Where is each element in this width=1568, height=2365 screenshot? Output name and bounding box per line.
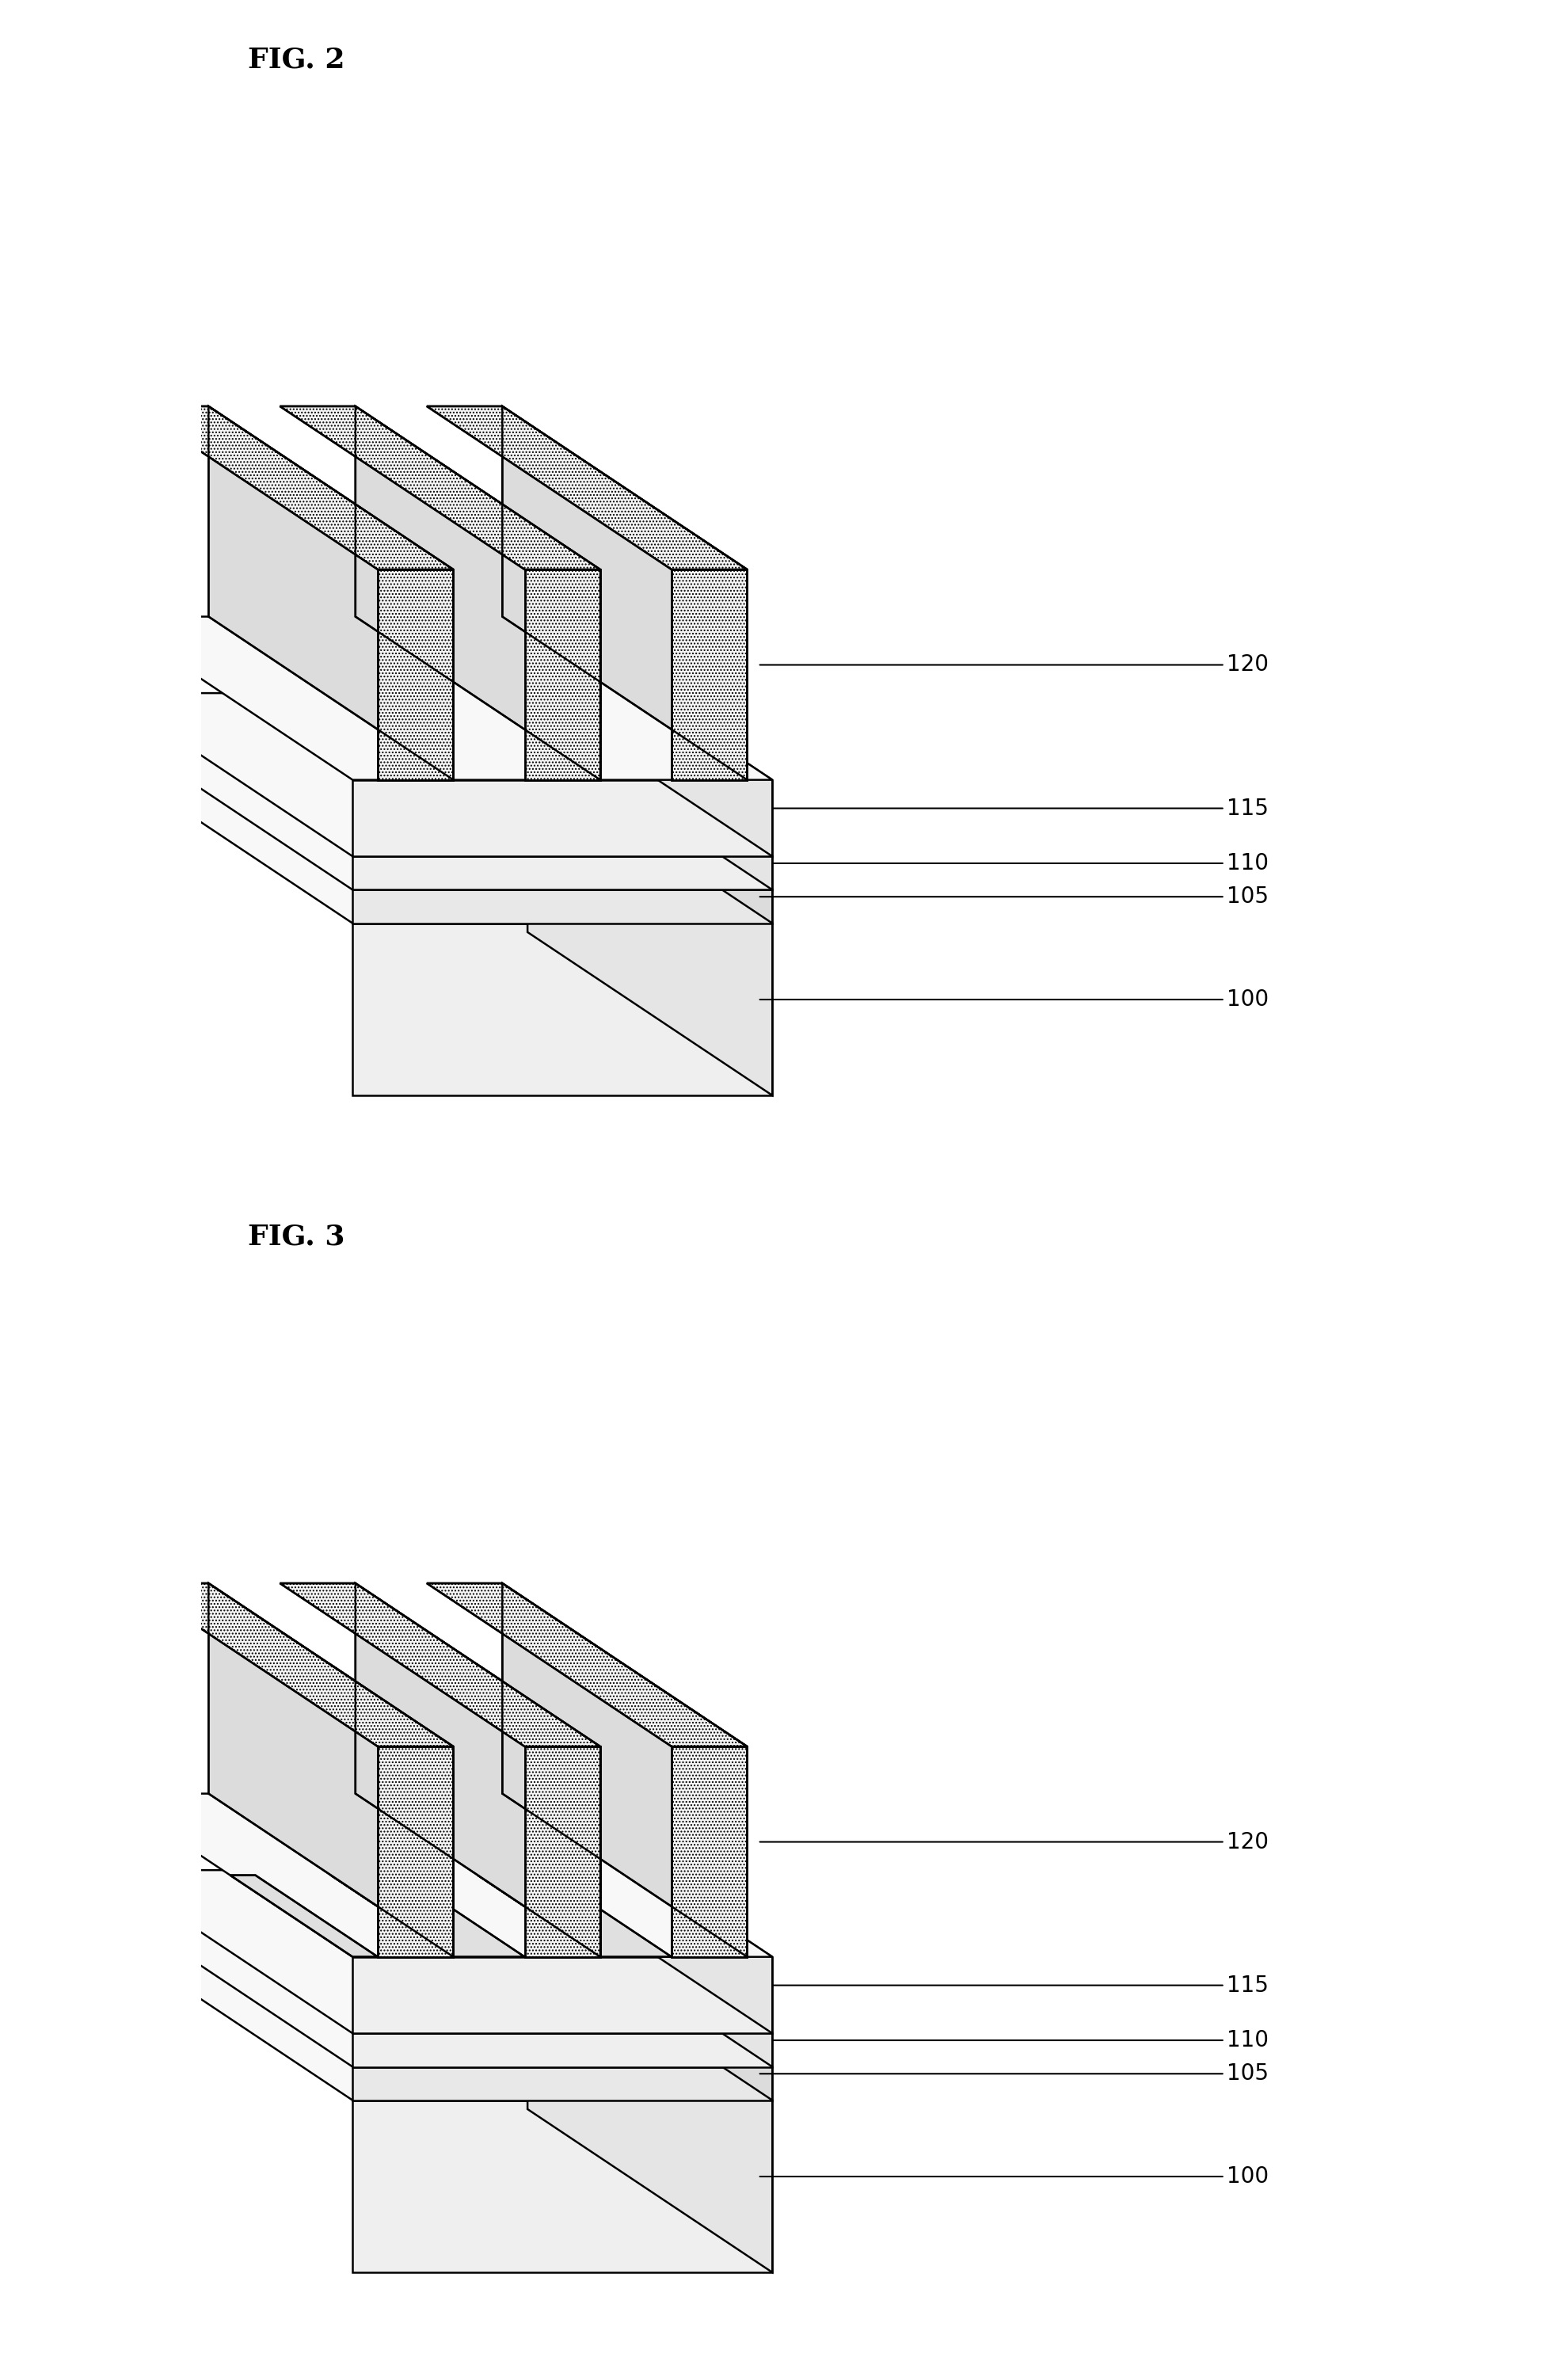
Polygon shape <box>331 1875 525 1956</box>
Polygon shape <box>108 617 773 780</box>
Polygon shape <box>378 570 453 780</box>
Polygon shape <box>209 407 453 780</box>
Polygon shape <box>108 1793 773 1956</box>
Polygon shape <box>353 2034 773 2067</box>
Polygon shape <box>230 1875 378 1956</box>
Polygon shape <box>356 1582 601 1956</box>
Polygon shape <box>353 922 773 1095</box>
Text: 100: 100 <box>760 989 1269 1010</box>
Polygon shape <box>281 1582 601 1745</box>
Polygon shape <box>353 2067 773 2100</box>
Polygon shape <box>108 693 773 856</box>
Polygon shape <box>108 726 773 889</box>
Polygon shape <box>671 570 748 780</box>
Text: 100: 100 <box>760 2166 1269 2188</box>
Polygon shape <box>108 759 773 922</box>
Text: FIG. 2: FIG. 2 <box>248 45 345 73</box>
Polygon shape <box>331 1665 453 1956</box>
Text: G: G <box>383 1838 481 1859</box>
Polygon shape <box>502 407 748 780</box>
Polygon shape <box>108 1871 773 2034</box>
Polygon shape <box>356 407 601 780</box>
Text: 110: 110 <box>760 851 1269 875</box>
Text: 115: 115 <box>760 1975 1269 1996</box>
Polygon shape <box>671 1745 748 1956</box>
Polygon shape <box>209 1582 453 1956</box>
Polygon shape <box>133 1582 453 1745</box>
Polygon shape <box>527 1871 773 2067</box>
Polygon shape <box>353 780 773 856</box>
Polygon shape <box>527 693 773 889</box>
Polygon shape <box>281 407 601 570</box>
Polygon shape <box>108 1937 773 2100</box>
Text: 105: 105 <box>760 885 1269 908</box>
Polygon shape <box>426 1582 748 1745</box>
Polygon shape <box>378 1745 453 1956</box>
Text: 120: 120 <box>760 1831 1269 1854</box>
Polygon shape <box>108 1904 773 2067</box>
Text: 110: 110 <box>760 2029 1269 2050</box>
Text: 115: 115 <box>760 797 1269 818</box>
Polygon shape <box>527 1793 773 2034</box>
Polygon shape <box>133 407 453 570</box>
Polygon shape <box>426 407 748 570</box>
Polygon shape <box>353 889 773 922</box>
Polygon shape <box>527 759 773 1095</box>
Polygon shape <box>478 1665 601 1956</box>
Text: 120: 120 <box>760 653 1269 676</box>
Polygon shape <box>478 1875 671 1956</box>
Polygon shape <box>527 1904 773 2100</box>
Polygon shape <box>525 1745 601 1956</box>
Polygon shape <box>353 1956 773 2034</box>
Polygon shape <box>527 617 773 856</box>
Text: 105: 105 <box>760 2062 1269 2086</box>
Polygon shape <box>502 1582 748 1956</box>
Polygon shape <box>527 726 773 922</box>
Polygon shape <box>353 856 773 889</box>
Text: FIG. 3: FIG. 3 <box>248 1223 345 1251</box>
Polygon shape <box>527 1937 773 2273</box>
Polygon shape <box>353 2100 773 2273</box>
Polygon shape <box>525 570 601 780</box>
